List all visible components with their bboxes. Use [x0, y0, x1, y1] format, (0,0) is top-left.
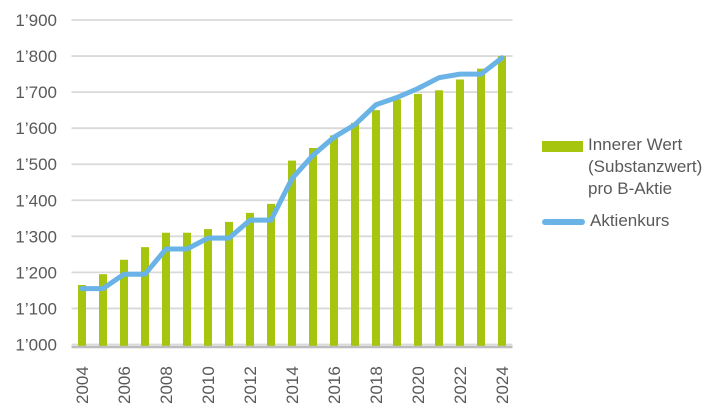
x-tick-label-2006: 2006 — [115, 366, 134, 404]
bar-2010 — [204, 229, 212, 347]
y-tick-label-1700: 1’700 — [15, 83, 57, 102]
legend-label-line: Aktienkurs — [590, 211, 670, 230]
x-tick-label-2016: 2016 — [325, 366, 344, 404]
bar-2012 — [246, 212, 254, 347]
legend-item-aktienkurs: Aktienkurs — [542, 210, 710, 232]
bar-2004 — [78, 285, 86, 347]
bar-2006 — [120, 259, 128, 347]
y-tick-label-1100: 1’100 — [15, 299, 57, 318]
bar-2018 — [372, 110, 380, 347]
x-tick-label-2008: 2008 — [157, 366, 176, 404]
y-tick-label-1500: 1’500 — [15, 155, 57, 174]
bar-2009 — [183, 232, 191, 347]
x-tick-label-2012: 2012 — [241, 366, 260, 404]
bar-2016 — [330, 135, 338, 347]
y-tick-label-1200: 1’200 — [15, 263, 57, 282]
legend-label-line: pro B-Aktie — [588, 179, 673, 198]
bar-series — [78, 56, 506, 347]
x-tick-label-2018: 2018 — [367, 366, 386, 404]
bar-2019 — [393, 99, 401, 347]
legend: Innerer Wert (Substanzwert) pro B-Aktie … — [542, 134, 710, 232]
bar-2017 — [351, 122, 359, 347]
y-tick-label-1400: 1’400 — [15, 191, 57, 210]
x-tick-label-2022: 2022 — [451, 366, 470, 404]
line-series — [79, 55, 505, 292]
bar-2011 — [225, 221, 233, 347]
x-tick-label-2020: 2020 — [409, 366, 428, 404]
bar-2022 — [456, 79, 464, 347]
bar-2005 — [99, 274, 107, 347]
legend-label-line: Innerer Wert — [588, 135, 683, 154]
legend-label-innerer-wert: Innerer Wert (Substanzwert) pro B-Aktie — [588, 134, 702, 200]
legend-label-line: (Substanzwert) — [588, 157, 703, 176]
bar-2023 — [477, 68, 485, 347]
y-axis-labels: 1’000 1’100 1’200 1’300 1’400 1’500 1’600 1’700… — [15, 11, 57, 355]
x-tick-label-2010: 2010 — [199, 366, 218, 404]
legend-label-aktienkurs: Aktienkurs — [590, 210, 669, 232]
y-tick-label-1900: 1’900 — [15, 11, 57, 30]
bar-2007 — [141, 247, 149, 347]
x-tick-label-2024: 2024 — [493, 366, 512, 404]
bar-2024 — [498, 56, 506, 347]
y-tick-label-1800: 1’800 — [15, 47, 57, 66]
bar-2021 — [435, 90, 443, 347]
x-tick-label-2014: 2014 — [283, 366, 302, 404]
bar-2014 — [288, 160, 296, 347]
bar-2013 — [267, 203, 275, 347]
bar-2015 — [309, 147, 317, 347]
bar-2008 — [162, 232, 170, 347]
legend-bar-swatch-icon — [542, 141, 583, 152]
bar-2020 — [414, 93, 422, 347]
legend-line-swatch-icon — [542, 219, 585, 225]
y-tick-label-1000: 1’000 — [15, 336, 57, 355]
y-tick-label-1300: 1’300 — [15, 227, 57, 246]
y-tick-label-1600: 1’600 — [15, 119, 57, 138]
x-tick-label-2004: 2004 — [73, 366, 92, 404]
x-axis-labels: 2004 2006 2008 2010 2012 2014 2016 2018 2020 2022… — [73, 366, 512, 404]
legend-item-innerer-wert: Innerer Wert (Substanzwert) pro B-Aktie — [542, 134, 710, 200]
